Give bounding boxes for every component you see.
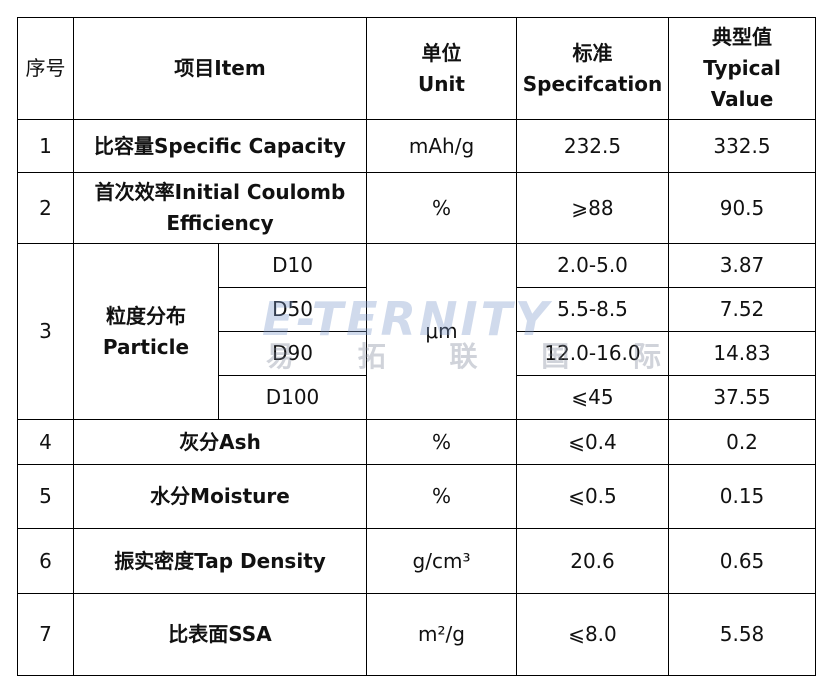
- cell-line: 振实密度Tap Density: [114, 548, 326, 573]
- table-row: 序号 项目Item 单位 Unit 标准 Specifcation 典型值 Typical Va…: [17, 17, 816, 120]
- cell: 6: [17, 528, 74, 594]
- sub-item-cell: D50: [218, 287, 367, 332]
- spec-table: 序号 项目Item 单位 Unit 标准 Specifcation 典型值 Typical Va…: [17, 17, 816, 676]
- cell: 0.65: [668, 528, 816, 594]
- sub-item-cell: D10: [218, 243, 367, 288]
- cell-line: 标准: [572, 40, 613, 65]
- item-cell: 比容量Specific Capacity: [73, 119, 367, 173]
- item-cell: 粒度分布 Particle: [73, 243, 219, 420]
- cell-line: 灰分Ash: [179, 429, 261, 454]
- cell-line: 单位: [421, 40, 462, 65]
- item-cell: 振实密度Tap Density: [73, 528, 367, 594]
- cell-line: 比容量Specific Capacity: [94, 133, 346, 158]
- cell: g/cm³: [366, 528, 517, 594]
- header-cell: 典型值 Typical Value: [668, 17, 816, 120]
- cell-line: 首次效率Initial Coulomb: [94, 180, 346, 204]
- cell: μm: [366, 243, 517, 420]
- cell: 0.15: [668, 464, 816, 529]
- item-cell: 灰分Ash: [73, 419, 367, 465]
- cell: %: [366, 464, 517, 529]
- cell: 5: [17, 464, 74, 529]
- cell: 3: [17, 243, 74, 420]
- cell: m²/g: [366, 593, 517, 676]
- table-row: 2 首次效率Initial Coulomb Efficiency% ⩾88 90.5: [17, 172, 816, 244]
- cell: 14.83: [668, 331, 816, 376]
- cell: 90.5: [668, 172, 816, 244]
- table-row: 3 粒度分布 Particle D10 μm 2.0-5.0 3.87: [17, 243, 816, 420]
- sub-item-cell: D100: [218, 375, 367, 420]
- table-row: 5 水分Moisture% ⩽0.5 0.15: [17, 464, 816, 529]
- cell: %: [366, 419, 517, 465]
- sub-item-cell: D90: [218, 331, 367, 376]
- table-row: 4 灰分Ash% ⩽0.4 0.2: [17, 419, 816, 465]
- header-cell: 标准 Specifcation: [516, 17, 669, 120]
- cell: 332.5: [668, 119, 816, 173]
- cell-line: 典型值: [712, 25, 772, 49]
- cell: 2.0-5.0: [516, 243, 669, 288]
- cell: 232.5: [516, 119, 669, 173]
- cell-line: Typical: [703, 56, 781, 80]
- table-row: D50 5.5-8.5 7.52: [18, 287, 816, 332]
- cell: mAh/g: [366, 119, 517, 173]
- cell: ⩽0.4: [516, 419, 669, 465]
- cell: 4: [17, 419, 74, 465]
- cell-line: Efficiency: [166, 211, 274, 235]
- cell: 20.6: [516, 528, 669, 594]
- cell-line: Value: [710, 87, 774, 111]
- cell: 7.52: [668, 287, 816, 332]
- item-cell: 比表面SSA: [73, 593, 367, 676]
- cell: ⩾88: [516, 172, 669, 244]
- cell: 5.5-8.5: [516, 287, 669, 332]
- item-cell: 水分Moisture: [73, 464, 367, 529]
- cell-line: Particle: [102, 334, 190, 359]
- cell: 2: [17, 172, 74, 244]
- header-cell: 序号: [17, 17, 74, 120]
- cell: 7: [17, 593, 74, 676]
- header-cell: 项目Item: [73, 17, 367, 120]
- cell-line: Unit: [418, 71, 465, 96]
- cell: 5.58: [668, 593, 816, 676]
- cell-line: 比表面SSA: [168, 622, 272, 646]
- cell: ⩽0.5: [516, 464, 669, 529]
- cell: 3.87: [668, 243, 816, 288]
- cell-line: 水分Moisture: [150, 484, 290, 508]
- header-cell: 单位 Unit: [366, 17, 517, 120]
- table-row: 1 比容量Specific Capacity mAh/g 232.5 332.5: [17, 119, 816, 173]
- cell: %: [366, 172, 517, 244]
- cell: ⩽45: [516, 375, 669, 420]
- cell: 12.0-16.0: [516, 331, 669, 376]
- cell: 1: [17, 119, 74, 173]
- cell-line: Specifcation: [522, 71, 663, 96]
- table-row: 7 比表面SSA m²/g ⩽8.0 5.58: [17, 593, 816, 676]
- cell: 0.2: [668, 419, 816, 465]
- cell: ⩽8.0: [516, 593, 669, 676]
- cell-line: 粒度分布: [106, 303, 186, 328]
- cell: 37.55: [668, 375, 816, 420]
- item-cell: 首次效率Initial Coulomb Efficiency: [73, 172, 367, 244]
- table-row: 6 振实密度Tap Density g/cm³ 20.6 0.65: [17, 528, 816, 594]
